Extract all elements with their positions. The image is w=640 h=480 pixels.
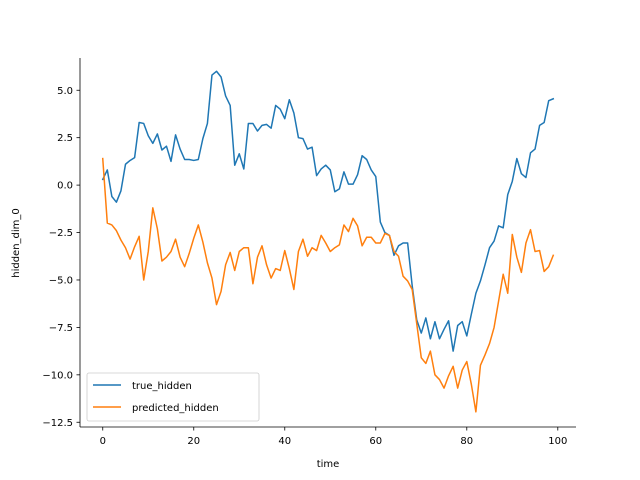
- x-tick-label: 60: [369, 436, 382, 447]
- series-line-true-hidden: [101, 70, 555, 352]
- y-tick-label: 2.5: [57, 133, 73, 144]
- y-tick-label: −7.5: [49, 323, 73, 334]
- x-axis-label: time: [317, 459, 340, 470]
- x-tick-label: 40: [278, 436, 291, 447]
- x-tick-label: 100: [548, 436, 567, 447]
- x-tick-label: 20: [187, 436, 200, 447]
- legend-label-true-hidden: true_hidden: [132, 381, 192, 392]
- series-lines: [101, 70, 555, 413]
- legend-box: [86, 372, 260, 422]
- y-tick-label: −10.0: [42, 370, 73, 381]
- y-tick-label: 0.0: [57, 181, 73, 192]
- y-tick-label: −2.5: [49, 228, 73, 239]
- y-tick-label: −5.0: [49, 275, 73, 286]
- x-tick-label: 80: [460, 436, 473, 447]
- y-axis-label: hidden_dim_0: [11, 208, 22, 278]
- legend-label-predicted-hidden: predicted_hidden: [132, 403, 219, 414]
- legend: true_hidden predicted_hidden: [86, 372, 260, 422]
- y-tick-label: −12.5: [42, 418, 73, 429]
- series-line-predicted-hidden: [101, 157, 555, 413]
- x-ticks: 0 20 40 60 80 100: [100, 427, 567, 447]
- x-tick-label: 0: [100, 436, 106, 447]
- y-tick-label: 5.0: [57, 86, 73, 97]
- axes: [79, 58, 576, 428]
- y-ticks: 5.0 2.5 0.0 −2.5 −5.0 −7.5 −10.0 −12.5: [42, 86, 80, 429]
